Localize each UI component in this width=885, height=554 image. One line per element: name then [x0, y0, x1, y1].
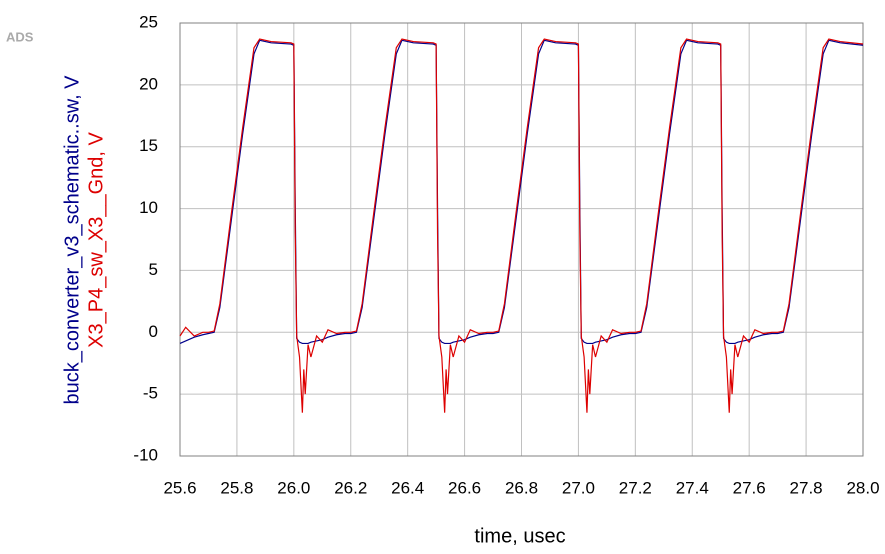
legend-label: X3_P4_sw_X3__Gnd, V — [85, 131, 107, 347]
x-tick-label: 26.2 — [334, 478, 367, 497]
y-tick-label: 15 — [139, 136, 158, 155]
y-tick-label: -10 — [133, 445, 158, 464]
y-tick-label: 10 — [139, 198, 158, 217]
x-tick-label: 25.8 — [220, 478, 253, 497]
x-tick-label: 26.0 — [277, 478, 310, 497]
x-tick-label: 27.2 — [619, 478, 652, 497]
x-tick-label: 27.0 — [562, 478, 595, 497]
x-tick-label: 26.4 — [391, 478, 424, 497]
x-tick-label: 25.6 — [163, 478, 196, 497]
y-tick-label: 5 — [149, 260, 158, 279]
y-tick-label: 20 — [139, 74, 158, 93]
x-tick-label: 28.0 — [846, 478, 879, 497]
series-line — [179, 38, 864, 413]
x-tick-label: 27.4 — [676, 478, 709, 497]
x-axis-label: time, usec — [474, 525, 565, 547]
x-tick-label: 26.6 — [448, 478, 481, 497]
y-tick-label: 25 — [139, 12, 158, 31]
watermark: ADS — [6, 29, 34, 44]
x-tick-label: 27.6 — [733, 478, 766, 497]
legend-label: buck_converter_v3_schematic..sw, V — [61, 75, 83, 405]
plot-frame — [179, 22, 864, 457]
x-tick-label: 27.8 — [790, 478, 823, 497]
x-tick-label: 26.8 — [505, 478, 538, 497]
y-tick-label: -5 — [143, 384, 158, 403]
y-tick-label: 0 — [149, 322, 158, 341]
series-line — [179, 39, 864, 345]
